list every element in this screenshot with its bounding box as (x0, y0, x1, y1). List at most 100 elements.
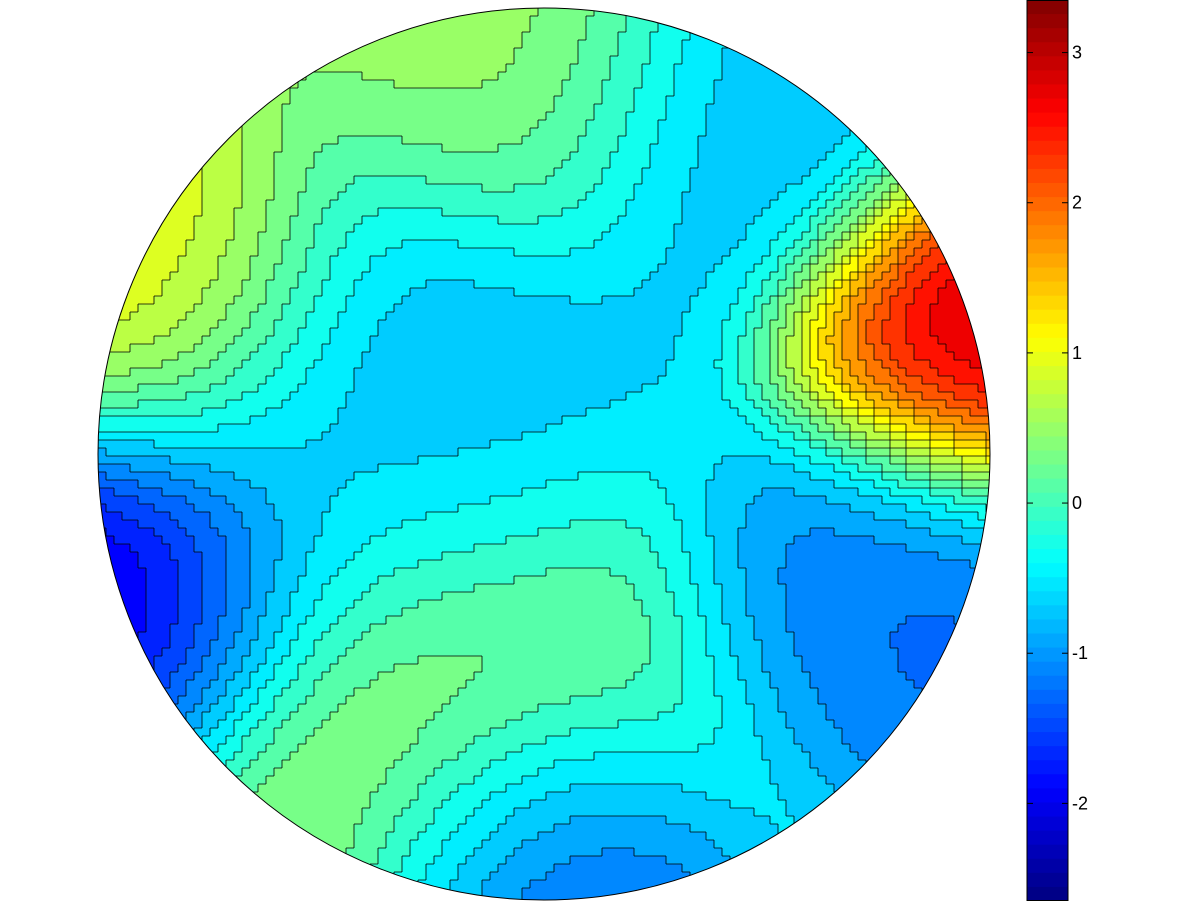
contour-cell (418, 72, 427, 81)
contour-cell (418, 272, 427, 281)
contour-cell (810, 240, 819, 249)
contour-cell (410, 152, 419, 161)
contour-cell (306, 144, 315, 153)
contour-cell (258, 96, 267, 105)
contour-cell (538, 152, 547, 161)
contour-cell (874, 120, 883, 129)
contour-cell (690, 64, 699, 73)
contour-cell (874, 200, 883, 209)
contour-cell (162, 136, 171, 145)
contour-cell (258, 288, 267, 297)
contour-cell (690, 144, 699, 153)
contour-cell (730, 176, 739, 185)
contour-cell (522, 248, 531, 257)
contour-cell (890, 128, 899, 137)
contour-cell (802, 136, 811, 145)
contour-cell (194, 288, 203, 297)
contour-cell (730, 280, 739, 289)
contour-cell (418, 120, 427, 129)
contour-cell (442, 336, 451, 345)
contour-cell (154, 200, 163, 209)
contour-cell (698, 64, 707, 73)
contour-cell (474, 176, 483, 185)
contour-cell (642, 328, 651, 337)
contour-cell (282, 360, 291, 369)
contour-cell (778, 168, 787, 177)
contour-cell (914, 192, 923, 201)
contour-cell (426, 112, 435, 121)
contour-cell (994, 200, 1003, 209)
contour-cell (474, 304, 483, 313)
contour-cell (362, 56, 371, 65)
contour-cell (530, 40, 539, 49)
contour-cell (434, 224, 443, 233)
contour-cell (474, 248, 483, 257)
contour-cell (426, 200, 435, 209)
contour-cell (706, 88, 715, 97)
contour-cell (754, 320, 763, 329)
contour-cell (666, 192, 675, 201)
contour-cell (914, 16, 923, 25)
contour-cell (986, 352, 990, 361)
contour-cell (530, 128, 539, 137)
contour-cell (890, 184, 899, 193)
contour-cell (850, 128, 859, 137)
contour-cell (458, 112, 467, 121)
contour-cell (250, 128, 259, 137)
contour-cell (506, 296, 515, 305)
contour-cell (186, 208, 195, 217)
contour-cell (506, 256, 515, 265)
contour-cell (922, 56, 931, 65)
contour-cell (842, 8, 851, 17)
contour-cell (306, 224, 315, 233)
contour-cell (514, 320, 523, 329)
contour-cell (290, 304, 299, 313)
contour-cell (546, 200, 555, 209)
contour-cell (842, 304, 851, 313)
contour-cell (634, 168, 643, 177)
contour-cell (354, 168, 363, 177)
contour-cell (994, 280, 1003, 289)
contour-cell (762, 144, 771, 153)
contour-cell (666, 216, 675, 225)
contour-cell (890, 112, 899, 121)
contour-cell (482, 40, 491, 49)
contour-cell (562, 232, 571, 241)
contour-cell (762, 88, 771, 97)
contour-cell (322, 288, 331, 297)
contour-cell (154, 320, 163, 329)
contour-cell (306, 96, 315, 105)
contour-cell (186, 40, 195, 49)
contour-cell (130, 304, 139, 313)
contour-cell (474, 136, 483, 145)
contour-cell (354, 176, 363, 185)
contour-cell (802, 96, 811, 105)
contour-cell (810, 96, 819, 105)
contour-cell (522, 64, 531, 73)
contour-cell (114, 104, 123, 113)
contour-cell (522, 312, 531, 321)
contour-cell (378, 168, 387, 177)
contour-cell (914, 344, 923, 353)
contour-cell (538, 272, 547, 281)
contour-cell (922, 96, 931, 105)
contour-cell (890, 88, 899, 97)
contour-cell (210, 272, 219, 281)
contour-cell (274, 80, 283, 89)
contour-cell (442, 160, 451, 169)
contour-cell (434, 24, 443, 33)
contour-cell (538, 16, 547, 25)
contour-cell (730, 48, 739, 57)
contour-cell (498, 72, 507, 81)
contour-cell (114, 208, 123, 217)
contour-cell (266, 160, 275, 169)
contour-cell (234, 216, 243, 225)
contour-cell (794, 256, 803, 265)
contour-cell (610, 104, 619, 113)
contour-cell (618, 184, 627, 193)
contour-cell (458, 256, 467, 265)
contour-cell (498, 96, 507, 105)
contour-cell (866, 56, 875, 65)
contour-cell (818, 64, 827, 73)
contour-cell (866, 80, 875, 89)
